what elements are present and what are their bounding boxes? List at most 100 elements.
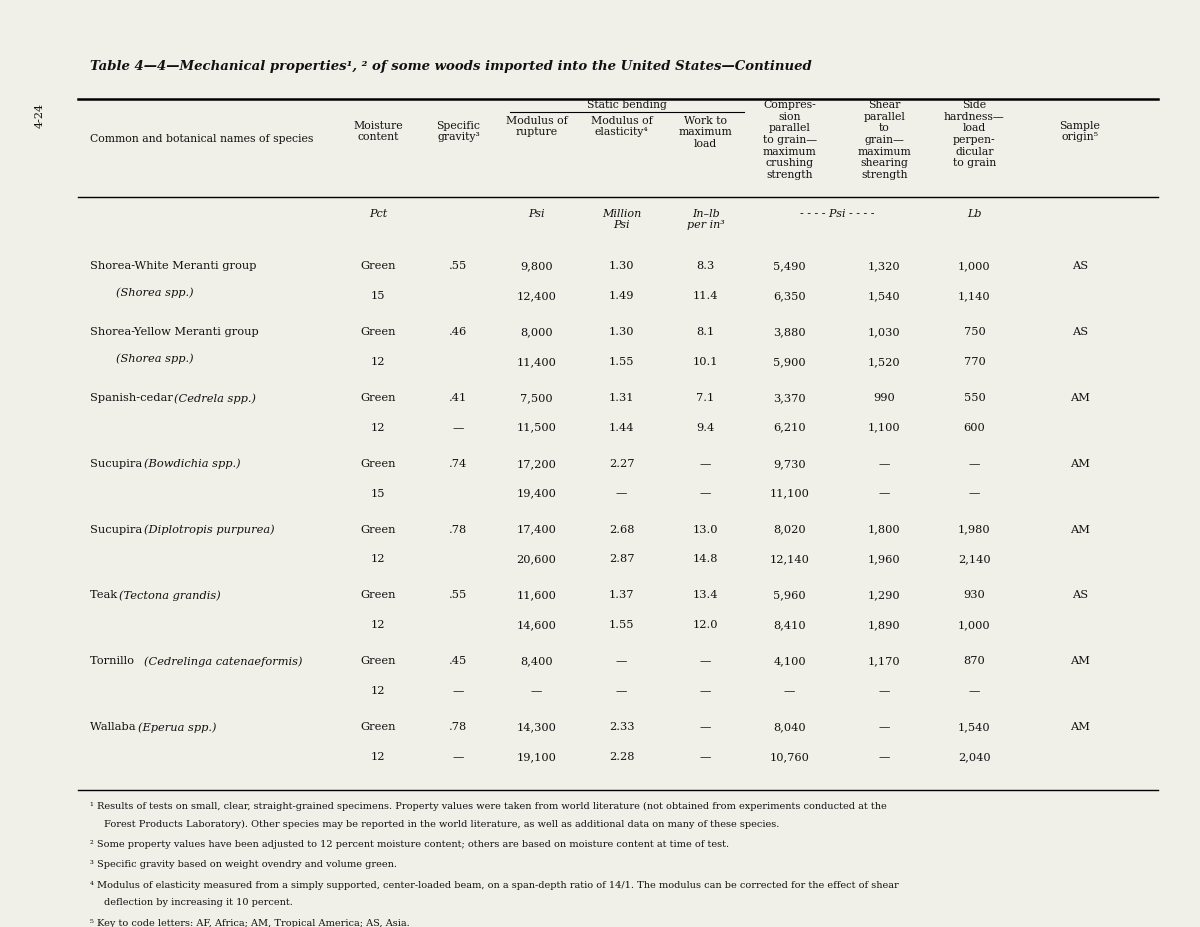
Text: 9,800: 9,800	[520, 261, 553, 272]
Text: AM: AM	[1070, 459, 1090, 469]
Text: Moisture
content: Moisture content	[353, 121, 403, 142]
Text: 15: 15	[371, 291, 385, 301]
Text: 1,000: 1,000	[958, 261, 991, 272]
Text: —: —	[878, 459, 890, 469]
Text: —: —	[784, 686, 796, 696]
Text: —: —	[616, 686, 628, 696]
Text: .78: .78	[449, 525, 468, 535]
Text: 1,170: 1,170	[868, 656, 901, 667]
Text: 6,350: 6,350	[773, 291, 806, 301]
Text: 8.3: 8.3	[696, 261, 715, 272]
Text: 12,140: 12,140	[769, 554, 810, 565]
Text: 750: 750	[964, 327, 985, 337]
Text: 1,540: 1,540	[958, 722, 991, 732]
Text: .41: .41	[449, 393, 468, 403]
Text: 4-24: 4-24	[35, 103, 44, 129]
Text: Teak: Teak	[90, 590, 121, 601]
Text: 1,980: 1,980	[958, 525, 991, 535]
Text: 1,890: 1,890	[868, 620, 901, 630]
Text: 19,100: 19,100	[516, 752, 557, 762]
Text: Green: Green	[360, 590, 396, 601]
Text: 8,040: 8,040	[773, 722, 806, 732]
Text: Wallaba: Wallaba	[90, 722, 139, 732]
Text: (Shorea spp.): (Shorea spp.)	[116, 287, 194, 298]
Text: Green: Green	[360, 656, 396, 667]
Text: 2.87: 2.87	[608, 554, 635, 565]
Text: 20,600: 20,600	[516, 554, 557, 565]
Text: Table 4—4—Mechanical properties¹, ² of some woods imported into the United State: Table 4—4—Mechanical properties¹, ² of s…	[90, 60, 811, 73]
Text: 3,880: 3,880	[773, 327, 806, 337]
Text: 930: 930	[964, 590, 985, 601]
Text: 11,400: 11,400	[516, 357, 557, 367]
Text: 1.49: 1.49	[608, 291, 635, 301]
Text: 17,400: 17,400	[516, 525, 557, 535]
Text: .45: .45	[449, 656, 468, 667]
Text: (Eperua spp.): (Eperua spp.)	[138, 722, 216, 732]
Text: 990: 990	[874, 393, 895, 403]
Text: 2.27: 2.27	[608, 459, 635, 469]
Text: Sucupira: Sucupira	[90, 459, 146, 469]
Text: —: —	[878, 489, 890, 499]
Text: 1.44: 1.44	[608, 423, 635, 433]
Text: —: —	[530, 686, 542, 696]
Text: 9.4: 9.4	[696, 423, 715, 433]
Text: —: —	[452, 423, 464, 433]
Text: —: —	[700, 656, 712, 667]
Text: Spanish-cedar: Spanish-cedar	[90, 393, 176, 403]
Text: 6,210: 6,210	[773, 423, 806, 433]
Text: Tornillo: Tornillo	[90, 656, 138, 667]
Text: 7,500: 7,500	[520, 393, 553, 403]
Text: Green: Green	[360, 327, 396, 337]
Text: Common and botanical names of species: Common and botanical names of species	[90, 134, 313, 145]
Text: 12: 12	[371, 554, 385, 565]
Text: —: —	[968, 686, 980, 696]
Text: (Cedrelinga catenaeformis): (Cedrelinga catenaeformis)	[144, 656, 302, 667]
Text: 8,020: 8,020	[773, 525, 806, 535]
Text: 8,410: 8,410	[773, 620, 806, 630]
Text: 3,370: 3,370	[773, 393, 806, 403]
Text: 10.1: 10.1	[692, 357, 719, 367]
Text: AM: AM	[1070, 525, 1090, 535]
Text: 17,200: 17,200	[516, 459, 557, 469]
Text: 2,040: 2,040	[958, 752, 991, 762]
Text: Million
Psi: Million Psi	[602, 209, 641, 230]
Text: 14.8: 14.8	[692, 554, 719, 565]
Text: Pct: Pct	[368, 209, 388, 219]
Text: Lb: Lb	[967, 209, 982, 219]
Text: 12: 12	[371, 686, 385, 696]
Text: ⁵ Key to code letters: AF, Africa; AM, Tropical America; AS, Asia.: ⁵ Key to code letters: AF, Africa; AM, T…	[90, 919, 409, 927]
Text: deflection by increasing it 10 percent.: deflection by increasing it 10 percent.	[104, 898, 293, 908]
Text: 13.0: 13.0	[692, 525, 719, 535]
Text: AS: AS	[1072, 327, 1088, 337]
Text: 770: 770	[964, 357, 985, 367]
Text: Green: Green	[360, 459, 396, 469]
Text: —: —	[700, 459, 712, 469]
Text: AM: AM	[1070, 656, 1090, 667]
Text: Forest Products Laboratory). Other species may be reported in the world literatu: Forest Products Laboratory). Other speci…	[104, 819, 780, 829]
Text: - - - - Psi - - - -: - - - - Psi - - - -	[799, 209, 875, 219]
Text: 5,960: 5,960	[773, 590, 806, 601]
Text: 12.0: 12.0	[692, 620, 719, 630]
Text: 13.4: 13.4	[692, 590, 719, 601]
Text: 12: 12	[371, 752, 385, 762]
Text: 2.33: 2.33	[608, 722, 635, 732]
Text: .46: .46	[449, 327, 468, 337]
Text: 11,100: 11,100	[769, 489, 810, 499]
Text: 1,140: 1,140	[958, 291, 991, 301]
Text: Side
hardness—
load
perpen-
dicular
to grain: Side hardness— load perpen- dicular to g…	[944, 100, 1004, 168]
Text: 19,400: 19,400	[516, 489, 557, 499]
Text: Modulus of
elasticity⁴: Modulus of elasticity⁴	[590, 116, 653, 137]
Text: ² Some property values have been adjusted to 12 percent moisture content; others: ² Some property values have been adjuste…	[90, 840, 730, 849]
Text: 1,960: 1,960	[868, 554, 901, 565]
Text: 12,400: 12,400	[516, 291, 557, 301]
Text: (Tectona grandis): (Tectona grandis)	[119, 590, 221, 601]
Text: —: —	[616, 656, 628, 667]
Text: 1,290: 1,290	[868, 590, 901, 601]
Text: —: —	[878, 722, 890, 732]
Text: Shorea-Yellow Meranti group: Shorea-Yellow Meranti group	[90, 327, 259, 337]
Text: 11.4: 11.4	[692, 291, 719, 301]
Text: Modulus of
rupture: Modulus of rupture	[505, 116, 568, 137]
Text: AM: AM	[1070, 722, 1090, 732]
Text: Green: Green	[360, 525, 396, 535]
Text: AM: AM	[1070, 393, 1090, 403]
